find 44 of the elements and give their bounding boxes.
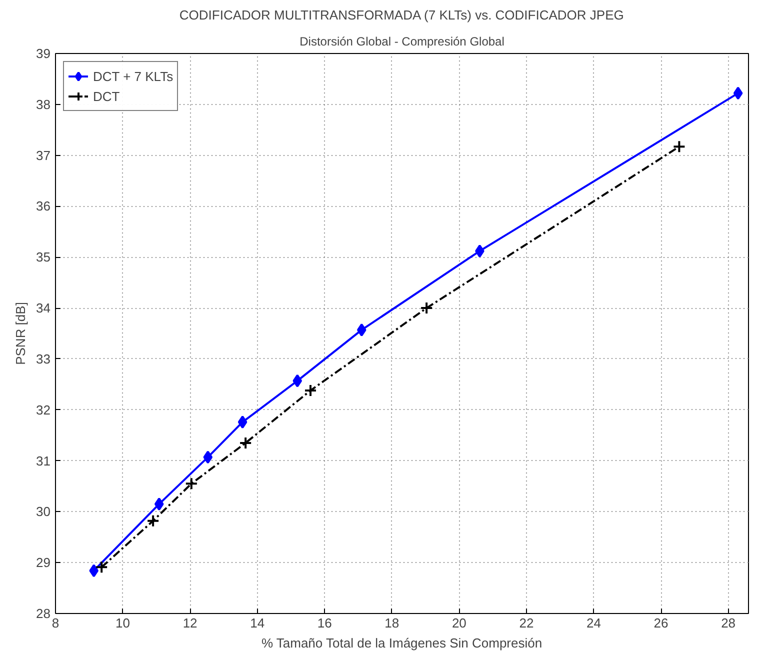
x-tick-label: 18	[384, 616, 400, 630]
x-tick-label: 22	[519, 616, 534, 630]
point	[475, 244, 484, 258]
y-tick-label: 36	[36, 198, 51, 214]
legend-label: DCT	[93, 88, 120, 104]
x-tick-label: 24	[586, 616, 601, 630]
y-tick-label: 29	[36, 555, 51, 570]
y-tick-label: 32	[36, 402, 51, 418]
y-axis-title: PSNR [dB]	[13, 302, 28, 365]
y-tick-label: 28	[36, 606, 51, 621]
y-tick-label: 35	[36, 250, 51, 265]
x-tick-label: 14	[250, 616, 265, 630]
point	[304, 384, 317, 398]
point	[184, 477, 198, 490]
y-tick-label: 38	[36, 96, 51, 112]
y-tick-label: 31	[36, 453, 51, 468]
y-tick-label: 34	[36, 300, 51, 316]
point	[420, 302, 434, 315]
point	[733, 86, 743, 100]
y-tick-label: 30	[36, 504, 51, 520]
point	[239, 436, 252, 450]
point	[238, 416, 248, 429]
x-tick-label: 8	[52, 616, 60, 630]
y-tick-label: 39	[36, 46, 51, 61]
chart-title: CODIFICADOR MULTITRANSFORMADA (7 KLTs) vs. CODIFICADOR JPEG	[179, 8, 624, 22]
point	[292, 374, 302, 388]
point	[203, 450, 213, 464]
legend-label: DCT + 7 KLTs	[93, 68, 174, 84]
y-tick-label: 33	[36, 351, 51, 366]
x-tick-label: 10	[116, 616, 130, 630]
x-tick-label: 16	[317, 616, 332, 630]
x-tick-label: 20	[452, 616, 466, 630]
point	[146, 514, 160, 528]
x-tick-label: 28	[721, 616, 736, 630]
x-tick-label: 26	[654, 616, 668, 630]
x-axis-title: % Tamaño Total de la Imágenes Sin Compresión	[261, 636, 542, 650]
y-tick-label: 37	[36, 148, 51, 163]
point	[356, 323, 366, 336]
point	[154, 498, 164, 511]
chart-subtitle: Distorsión Global - Compresión Global	[300, 34, 504, 48]
point	[95, 560, 108, 574]
x-tick-label: 12	[182, 616, 198, 630]
point	[89, 564, 99, 578]
point	[672, 140, 686, 154]
